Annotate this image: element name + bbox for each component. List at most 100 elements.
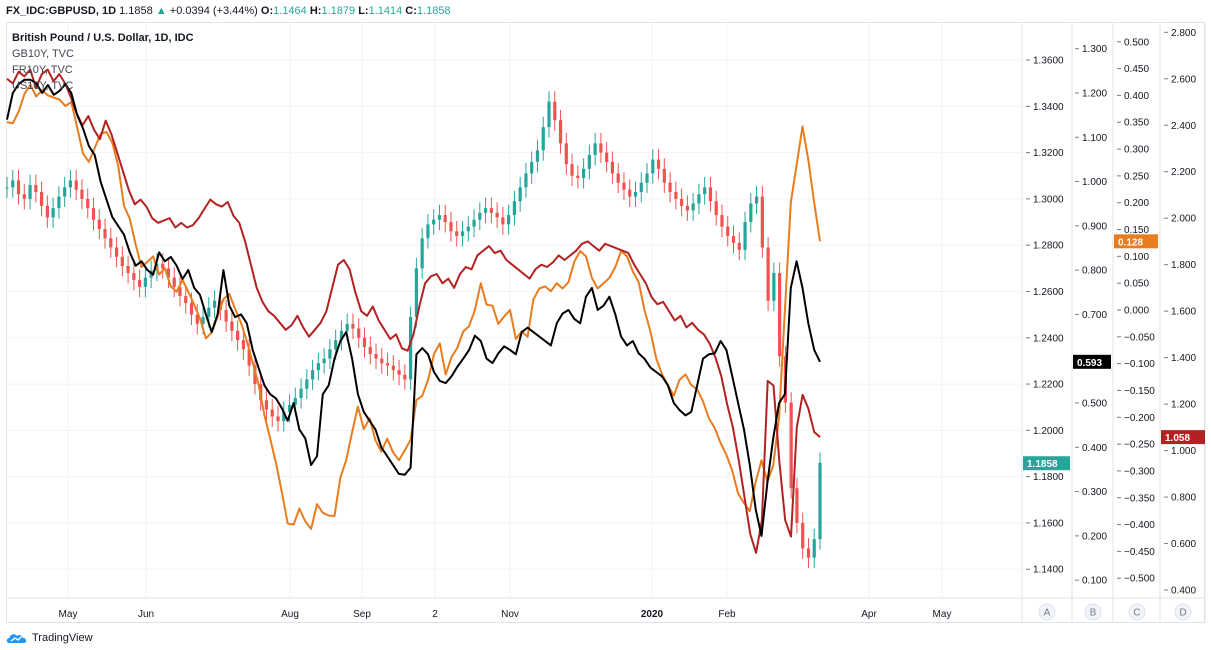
candle-body [80, 189, 84, 199]
x-tick-label: Apr [861, 609, 877, 620]
candle-body [760, 196, 764, 248]
last-value-badge [1073, 354, 1111, 369]
candle-body [720, 215, 724, 227]
scale-button-b[interactable] [1084, 603, 1102, 621]
candle-body [731, 235, 736, 243]
y-tick-label-c: 0.150 [1124, 225, 1149, 236]
candle-body [299, 388, 303, 398]
y-tick-label-b: 0.800 [1082, 266, 1107, 277]
y-tick-label-c: −0.150 [1124, 386, 1155, 397]
candle-body [581, 168, 586, 179]
y-tick-label-d: 2.200 [1171, 167, 1196, 178]
legend-item-gb10y[interactable]: GB10Y, TVC [12, 48, 74, 60]
y-tick-label-c: −0.100 [1124, 359, 1155, 370]
candle-body [334, 340, 338, 350]
legend-item-us10y[interactable]: US10Y, TVC [12, 80, 74, 92]
scale-button-label: A [1044, 608, 1051, 619]
candle-body [120, 256, 124, 267]
y-tick-label-b: 0.300 [1082, 487, 1107, 498]
y-tick-label-c: −0.400 [1124, 520, 1155, 531]
candle-body [587, 154, 591, 169]
y-tick-label-a: 1.3200 [1033, 148, 1064, 159]
scale-button-label: D [1179, 608, 1186, 619]
candle-body [437, 215, 442, 220]
scale-button-d[interactable] [1174, 603, 1192, 621]
candle-body [391, 365, 395, 371]
y-tick-label-d: 1.800 [1171, 260, 1196, 271]
y-tick-label-c: −0.450 [1124, 547, 1155, 558]
candle-body [374, 353, 378, 359]
y-tick-label-a: 1.2800 [1033, 241, 1064, 252]
candle-body [489, 208, 493, 213]
candle-body [743, 222, 747, 250]
candle-body [674, 191, 678, 199]
y-tick-label-b: 0.900 [1082, 221, 1107, 232]
candle-body [195, 314, 199, 324]
candle-body [651, 159, 655, 174]
candle-body [253, 365, 257, 385]
last-value-badge [1114, 234, 1158, 249]
tradingview-brand[interactable]: TradingView [32, 632, 93, 644]
candle-body [703, 187, 707, 195]
legend-item-fr10y[interactable]: FR10Y, TVC [12, 64, 73, 76]
scale-button-a[interactable] [1038, 603, 1056, 621]
series-line-gb10y [6, 83, 821, 530]
symbol-title[interactable]: FX_IDC:GBPUSD, 1D [6, 5, 117, 17]
candle-body [622, 182, 626, 190]
y-tick-label-a: 1.2200 [1033, 380, 1064, 391]
last-value-label: 1.1858 [1027, 459, 1058, 470]
candle-body [201, 316, 205, 324]
candle-body [45, 205, 49, 218]
candle-body [351, 323, 355, 329]
candle-body [616, 173, 620, 183]
last-value-badge [1161, 430, 1205, 445]
candle-body [114, 247, 119, 257]
candle-body [57, 196, 61, 209]
x-tick-label: Feb [718, 609, 736, 620]
y-tick-label-c: −0.500 [1124, 574, 1155, 585]
candle-body [789, 402, 793, 489]
candle-body [524, 173, 528, 188]
scale-button-c[interactable] [1128, 603, 1146, 621]
candle-body [605, 152, 609, 162]
y-tick-label-d: 1.000 [1171, 446, 1196, 457]
candle-body [138, 279, 142, 287]
candle-body [535, 150, 540, 162]
last-value-label: 0.593 [1077, 358, 1102, 369]
y-tick-label-a: 1.3000 [1033, 194, 1064, 205]
tradingview-cloud-icon [6, 634, 27, 643]
candle-body [230, 321, 234, 331]
series-line-fr10y [6, 68, 821, 554]
candle-body [518, 187, 522, 202]
x-tick-label: 2020 [641, 609, 664, 620]
candle-body [599, 143, 603, 153]
candle-body [403, 374, 407, 380]
candle-body [380, 358, 384, 364]
candle-body [51, 208, 55, 218]
y-tick-label-d: 2.000 [1171, 214, 1196, 225]
high-value: 1.1879 [321, 5, 356, 17]
candle-body [91, 208, 96, 220]
candle-body [645, 173, 649, 183]
chart-legend: British Pound / U.S. Dollar, 1D, IDC GB1… [12, 30, 194, 94]
y-tick-label-c: 0.000 [1124, 306, 1149, 317]
candle-body [241, 340, 246, 350]
open-value: 1.1464 [273, 5, 307, 17]
candle-body [570, 164, 574, 176]
candle-body [362, 337, 367, 348]
y-tick-label-d: 0.600 [1171, 539, 1196, 550]
open-label: O: [260, 5, 274, 17]
candle-body [322, 358, 326, 364]
y-tick-label-c: 0.300 [1124, 145, 1149, 156]
candle-body [316, 363, 320, 371]
candle-body [103, 228, 107, 239]
x-tick-label: May [933, 609, 952, 620]
legend-title[interactable]: British Pound / U.S. Dollar, 1D, IDC [12, 32, 194, 44]
candle-body [207, 307, 211, 317]
candle-body [236, 330, 240, 341]
candle-body [22, 194, 26, 199]
candle-body [633, 191, 638, 197]
candle-body [691, 203, 695, 211]
low-label: L: [358, 5, 369, 17]
